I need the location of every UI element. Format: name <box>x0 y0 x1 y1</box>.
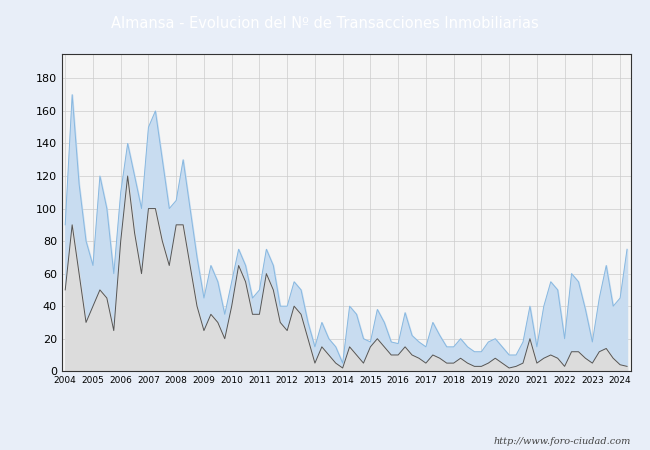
Text: Almansa - Evolucion del Nº de Transacciones Inmobiliarias: Almansa - Evolucion del Nº de Transaccio… <box>111 16 539 31</box>
Text: http://www.foro-ciudad.com: http://www.foro-ciudad.com <box>493 436 630 446</box>
